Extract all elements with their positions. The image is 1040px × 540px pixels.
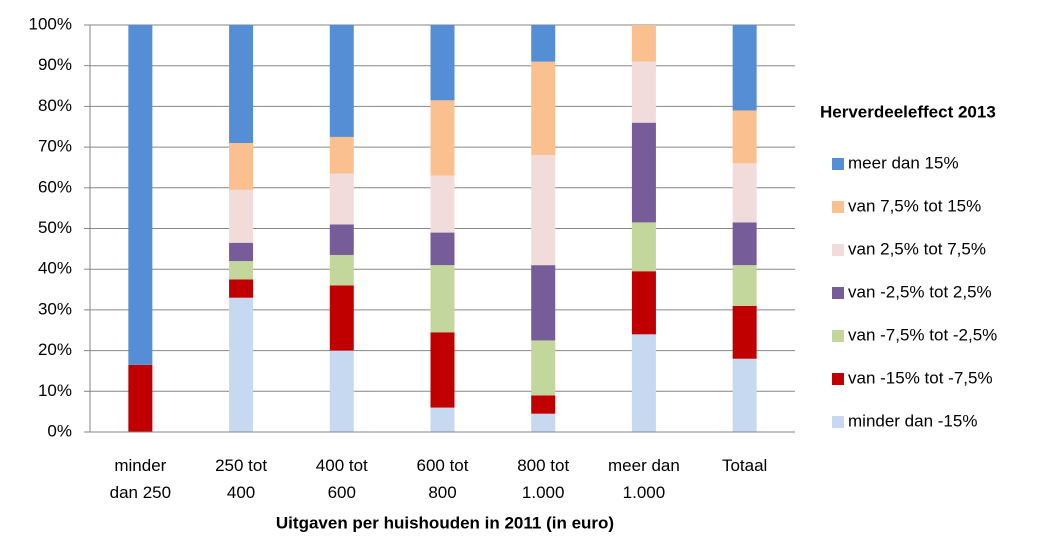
bar-segment [631, 334, 656, 432]
y-tick-label: 10% [38, 381, 72, 400]
bar-segment [631, 61, 656, 123]
bar-segment [430, 407, 455, 432]
y-tick-label: 50% [38, 218, 72, 237]
x-tick-label: minder dan 250 [109, 456, 172, 502]
x-tick-label: Totaal [721, 456, 768, 475]
bar-segment [631, 271, 656, 335]
y-tick-label: 30% [38, 299, 72, 318]
y-tick-label: 90% [38, 55, 72, 74]
bar-segment [430, 100, 455, 176]
bar-segment [229, 261, 254, 280]
bar-segment [732, 358, 757, 432]
legend-swatch [832, 416, 844, 428]
x-tick-label: 400 tot 600 [315, 456, 368, 502]
bar-segment [128, 364, 153, 432]
bar-segment [732, 25, 757, 111]
y-tick-label: 70% [38, 137, 72, 156]
bar-segment [732, 110, 757, 164]
legend-label: van -7,5% tot -2,5% [848, 325, 997, 344]
bar-segment [631, 25, 656, 62]
bar-segment [631, 122, 656, 223]
bar-segment [329, 25, 354, 137]
bar-segment [329, 254, 354, 286]
bar-segment [430, 332, 455, 408]
bar-segment [229, 297, 254, 432]
legend-title: Herverdeeleffect 2013 [820, 102, 996, 121]
y-tick-label: 40% [38, 259, 72, 278]
y-tick-label: 100% [29, 14, 72, 33]
bar-segment [229, 189, 254, 243]
y-tick-label: 80% [38, 96, 72, 115]
legend-label: van -15% tot -7,5% [848, 368, 993, 387]
x-tick-label: 800 tot 1.000 [517, 456, 570, 502]
legend-swatch [832, 201, 844, 213]
bar-segment [531, 340, 556, 396]
legend-label: van 2,5% tot 7,5% [848, 239, 986, 258]
legend-label: van -2,5% tot 2,5% [848, 282, 992, 301]
bar-segment [732, 222, 757, 266]
x-tick-label: 600 tot 800 [416, 456, 469, 502]
y-tick-label: 0% [47, 421, 72, 440]
bar-segment [430, 175, 455, 233]
legend-swatch [832, 373, 844, 385]
bar-segment [329, 173, 354, 225]
x-tick-label: meer dan 1.000 [608, 456, 680, 502]
bar-segment [430, 25, 455, 101]
y-tick-label: 20% [38, 340, 72, 359]
bar-segment [229, 242, 254, 262]
bar-segment [732, 305, 757, 359]
bar-segment [329, 285, 354, 351]
legend-label: minder dan -15% [848, 411, 977, 430]
x-tick-label: 250 tot 400 [215, 456, 268, 502]
bar-segment [430, 265, 455, 333]
bar-segment [531, 25, 556, 62]
bar-segment [531, 61, 556, 156]
bar-segment [732, 163, 757, 223]
bar-segment [329, 350, 354, 432]
bar-segment [531, 265, 556, 341]
bar-segment [531, 413, 556, 432]
bar-segment [128, 25, 153, 365]
bar-segment [430, 232, 455, 266]
bar-segment [229, 143, 254, 190]
bar-segment [229, 279, 254, 298]
bar-segment [631, 222, 656, 272]
legend-swatch [832, 287, 844, 299]
bar-segment [329, 224, 354, 255]
legend-swatch [832, 158, 844, 170]
bar-segment [531, 395, 556, 414]
bar-segment [229, 25, 254, 144]
legend-swatch [832, 244, 844, 256]
bar-segment [531, 155, 556, 266]
legend-label: van 7,5% tot 15% [848, 196, 981, 215]
y-tick-label: 60% [38, 177, 72, 196]
legend-label: meer dan 15% [848, 153, 959, 172]
bar-segment [329, 136, 354, 174]
bar-segment [732, 265, 757, 306]
x-axis-title: Uitgaven per huishouden in 2011 (in euro… [276, 513, 614, 532]
legend-swatch [832, 330, 844, 342]
